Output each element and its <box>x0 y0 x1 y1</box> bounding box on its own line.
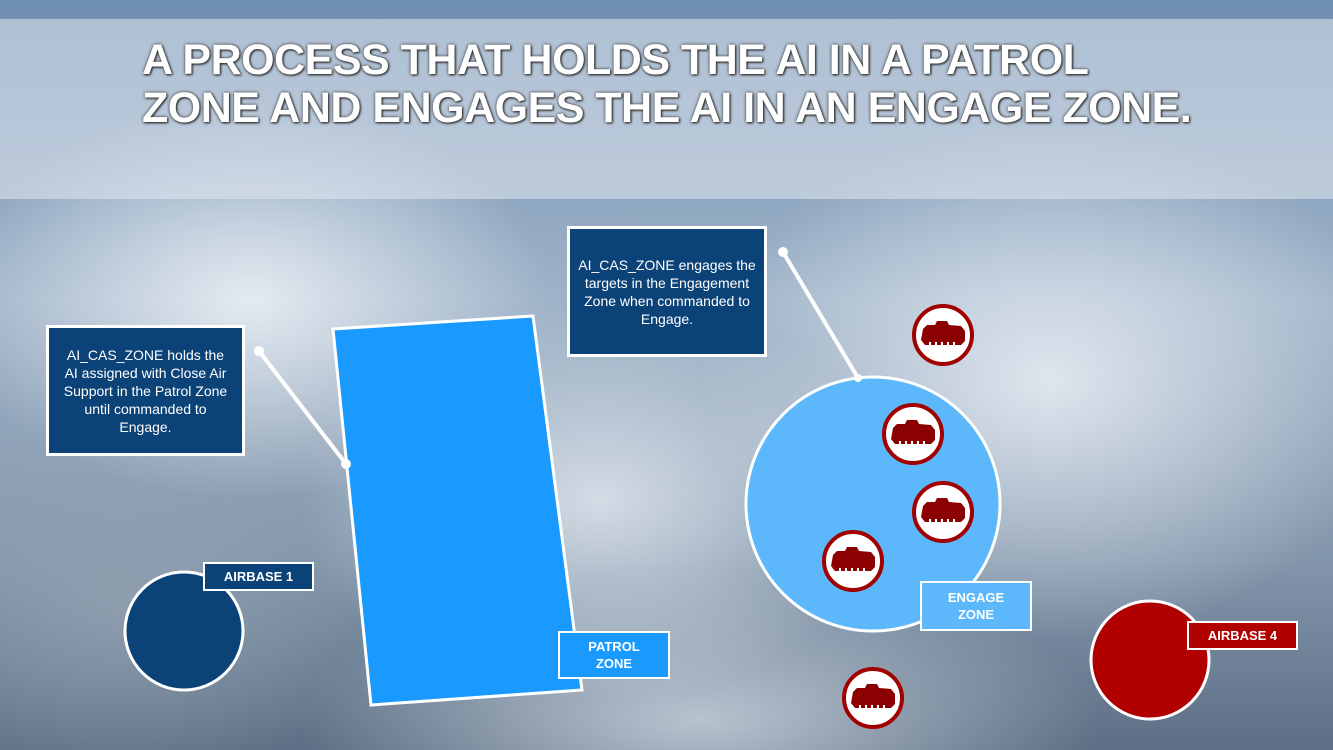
target-5 <box>842 667 904 729</box>
engage-zone-label: ENGAGE ZONE <box>920 581 1032 631</box>
patrol-zone-label: PATROL ZONE <box>558 631 670 679</box>
page-title: A PROCESS THAT HOLDS THE AI IN A PATROL … <box>142 36 1192 132</box>
patrol-callout: AI_CAS_ZONE holds the AI assigned with C… <box>46 325 245 456</box>
engage-connector <box>781 250 860 380</box>
airbase-1-label: AIRBASE 1 <box>203 562 314 591</box>
patrol-zone-shape <box>331 314 584 707</box>
engage-callout: AI_CAS_ZONE engages the targets in the E… <box>567 226 767 357</box>
target-2 <box>882 403 944 465</box>
patrol-connector <box>257 349 348 466</box>
target-1 <box>912 304 974 366</box>
connector-dot <box>854 374 862 382</box>
target-3 <box>912 481 974 543</box>
airbase-4-shape <box>1089 599 1211 721</box>
connector-dot <box>341 459 351 469</box>
airbase-4-label: AIRBASE 4 <box>1187 621 1298 650</box>
connector-dot <box>254 346 264 356</box>
connector-dot <box>778 247 788 257</box>
target-4 <box>822 530 884 592</box>
title-banner <box>0 19 1333 199</box>
airbase-1-shape <box>123 570 245 692</box>
